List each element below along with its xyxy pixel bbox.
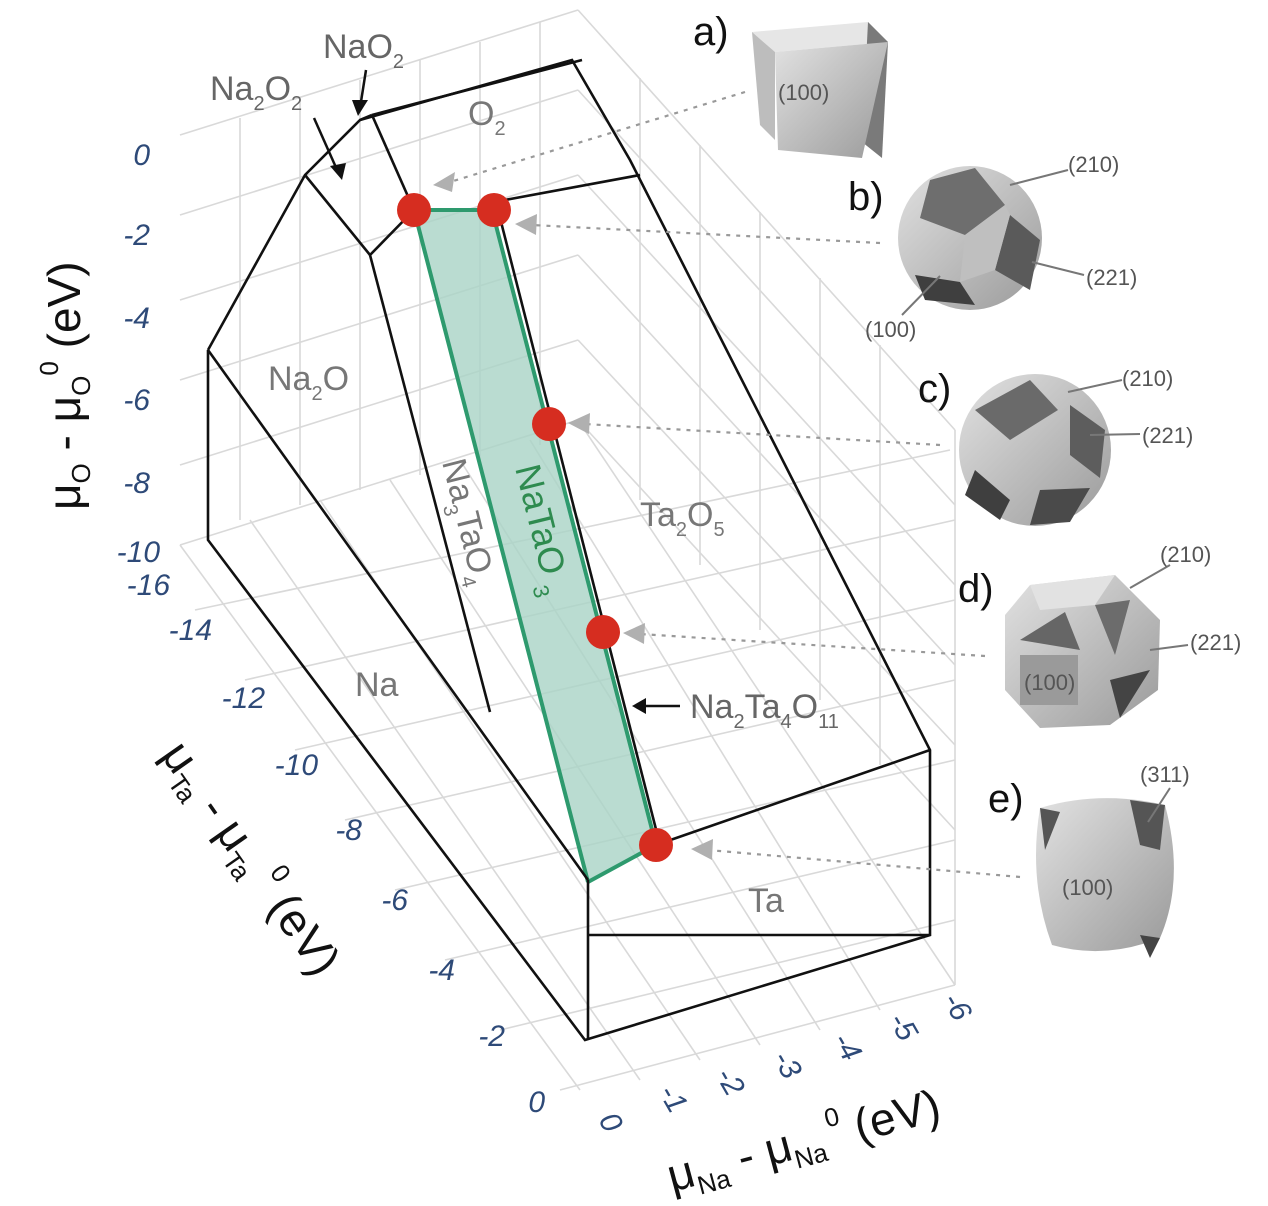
annotation-na2ta4o11: Na2Ta4O11 bbox=[690, 688, 839, 733]
ta-tick: -16 bbox=[127, 569, 171, 602]
ta-tick: -12 bbox=[222, 682, 266, 715]
ta-tick: -10 bbox=[275, 749, 319, 782]
na-tick: -6 bbox=[936, 987, 978, 1027]
connectors bbox=[433, 90, 1021, 879]
panel-label: b) bbox=[848, 175, 884, 219]
polyhedron-shape bbox=[1005, 575, 1160, 728]
facet-label: (210) bbox=[1068, 152, 1119, 177]
na-tick: -4 bbox=[826, 1027, 868, 1067]
pointer-arrows bbox=[312, 69, 680, 714]
panel-label: d) bbox=[958, 567, 994, 611]
marker-a bbox=[397, 193, 431, 227]
na-tick: -1 bbox=[652, 1079, 694, 1119]
region-label-na: Na bbox=[355, 666, 399, 704]
facet-label: (221) bbox=[1190, 630, 1241, 655]
marker-b bbox=[477, 193, 511, 227]
facet-label: (221) bbox=[1086, 265, 1137, 290]
markers bbox=[397, 193, 673, 862]
na-tick: 0 bbox=[592, 1107, 629, 1138]
y-axis-title: μO - μO0 (eV) bbox=[34, 261, 96, 510]
panel-a: a) (100) bbox=[693, 10, 888, 158]
marker-e bbox=[639, 828, 673, 862]
panel-c: c) (210) (221) bbox=[918, 366, 1193, 526]
facet-label: (210) bbox=[1160, 542, 1211, 567]
panel-d: d) (210) (221) (100) bbox=[958, 542, 1241, 728]
ta-axis-title: μTa - μTa 0 (eV) bbox=[147, 729, 354, 988]
y-tick: -4 bbox=[123, 302, 150, 335]
polyhedron-shape bbox=[1036, 798, 1174, 958]
ta-tick: 0 bbox=[528, 1086, 545, 1119]
na-tick: -3 bbox=[766, 1045, 808, 1085]
facet-label: (100) bbox=[778, 80, 829, 105]
marker-c bbox=[532, 407, 566, 441]
facet-label: (100) bbox=[1024, 670, 1075, 695]
marker-d bbox=[586, 615, 620, 649]
y-tick: -6 bbox=[123, 384, 150, 417]
y-tick: 0 bbox=[133, 139, 150, 172]
ta-tick: -6 bbox=[381, 884, 408, 917]
y-axis-ticks: 0 -2 -4 -6 -8 -10 bbox=[117, 139, 161, 569]
region-label-ta2o5: Ta2O5 bbox=[640, 496, 725, 541]
facet-label: (210) bbox=[1122, 366, 1173, 391]
background-grid bbox=[179, 9, 956, 1091]
y-tick: -2 bbox=[123, 219, 150, 252]
ta-tick: -4 bbox=[428, 954, 455, 987]
region-label-ta: Ta bbox=[748, 882, 784, 920]
polyhedron-shape bbox=[959, 374, 1111, 526]
ta-tick: -2 bbox=[478, 1020, 505, 1053]
panel-label: a) bbox=[693, 10, 729, 54]
na-tick: -5 bbox=[882, 1007, 924, 1047]
na-tick: -2 bbox=[709, 1062, 751, 1102]
natao3-region-plane bbox=[414, 210, 656, 882]
region-label-na2o: Na2O bbox=[268, 360, 349, 405]
ta-tick: -14 bbox=[169, 614, 212, 647]
panel-b: b) (210) (221) (100) bbox=[848, 152, 1137, 342]
annotation-na2o2: Na2O2 bbox=[210, 70, 302, 115]
panel-label: c) bbox=[918, 367, 951, 411]
panel-e: e) (311) (100) bbox=[988, 762, 1190, 958]
na-axis-title: μNa - μNa0 (eV) bbox=[660, 1075, 947, 1206]
ta-tick: -8 bbox=[335, 814, 362, 847]
facet-label: (221) bbox=[1142, 423, 1193, 448]
facet-label: (100) bbox=[865, 317, 916, 342]
y-tick: -10 bbox=[117, 536, 161, 569]
facet-label: (311) bbox=[1140, 762, 1190, 787]
y-tick: -8 bbox=[123, 467, 150, 500]
ta-axis-ticks: -16 -14 -12 -10 -8 -6 -4 -2 0 bbox=[127, 569, 546, 1119]
cube-shape bbox=[752, 22, 888, 158]
panel-label: e) bbox=[988, 777, 1024, 821]
polyhedron-shape bbox=[898, 166, 1042, 310]
facet-label: (100) bbox=[1062, 875, 1113, 900]
annotation-nao2: NaO2 bbox=[323, 28, 404, 73]
region-label-o2: O2 bbox=[468, 95, 506, 140]
